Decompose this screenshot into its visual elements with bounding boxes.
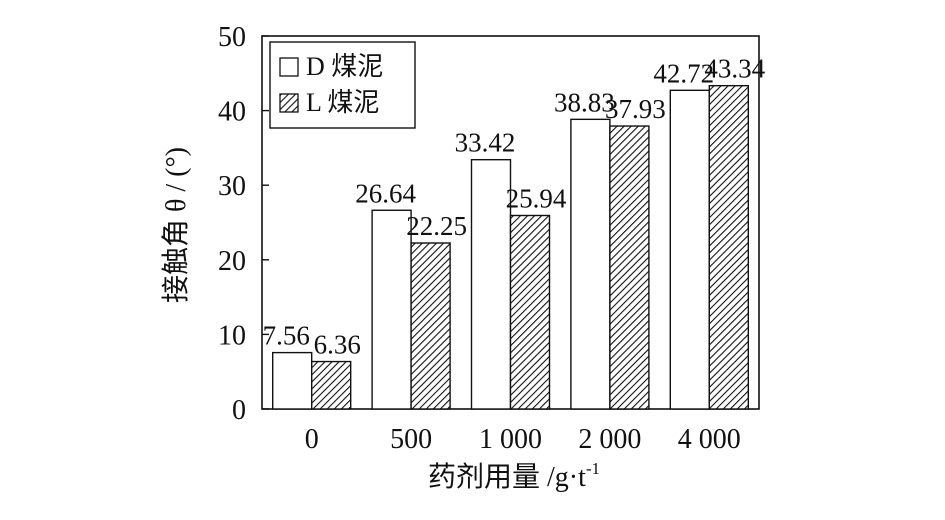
y-tick-label: 50 (218, 22, 246, 53)
x-axis-title-main: 药剂用量 /g·t (428, 461, 586, 493)
bar (570, 118, 611, 410)
x-tick-label: 0 (305, 424, 319, 455)
data-label: 43.34 (704, 54, 765, 84)
bar (669, 89, 710, 410)
y-tick-label: 0 (232, 395, 246, 426)
data-label: 7.56 (263, 321, 310, 351)
y-axis-title: 接触角 θ / (°) (160, 147, 192, 303)
y-tick-label: 40 (218, 97, 246, 128)
bar (410, 242, 451, 410)
data-label: 38.83 (554, 87, 615, 117)
bar (509, 214, 551, 410)
data-label: 42.72 (653, 58, 714, 88)
legend-box (269, 41, 416, 129)
x-axis-title-superscript: -1 (586, 459, 600, 478)
legend-swatch (279, 93, 299, 113)
bar (311, 360, 352, 410)
data-label: 33.42 (455, 128, 516, 158)
data-label: 6.36 (314, 330, 361, 360)
legend-swatch (279, 57, 299, 77)
data-label: 26.64 (355, 178, 416, 208)
data-label: 37.93 (605, 94, 666, 124)
data-label: 22.25 (406, 211, 467, 241)
legend: D 煤泥 L 煤泥 (269, 41, 416, 129)
x-tick-label: 4 000 (678, 424, 741, 455)
data-label: 25.94 (506, 183, 567, 213)
bar (470, 158, 512, 410)
bar (708, 84, 749, 410)
y-tick-label: 10 (218, 320, 246, 351)
bar (371, 209, 412, 410)
y-tick-label: 30 (218, 171, 246, 202)
x-tick-label: 500 (390, 424, 432, 455)
bar (272, 351, 313, 410)
x-axis-title: 药剂用量 /g·t-1 (428, 459, 600, 493)
bar (609, 125, 650, 410)
legend-label: L 煤泥 (306, 88, 379, 117)
x-tick-label: 1 000 (479, 424, 542, 455)
y-tick-label: 20 (218, 246, 246, 277)
x-tick-label: 2 000 (578, 424, 641, 455)
legend-label: D 煤泥 (306, 52, 383, 81)
